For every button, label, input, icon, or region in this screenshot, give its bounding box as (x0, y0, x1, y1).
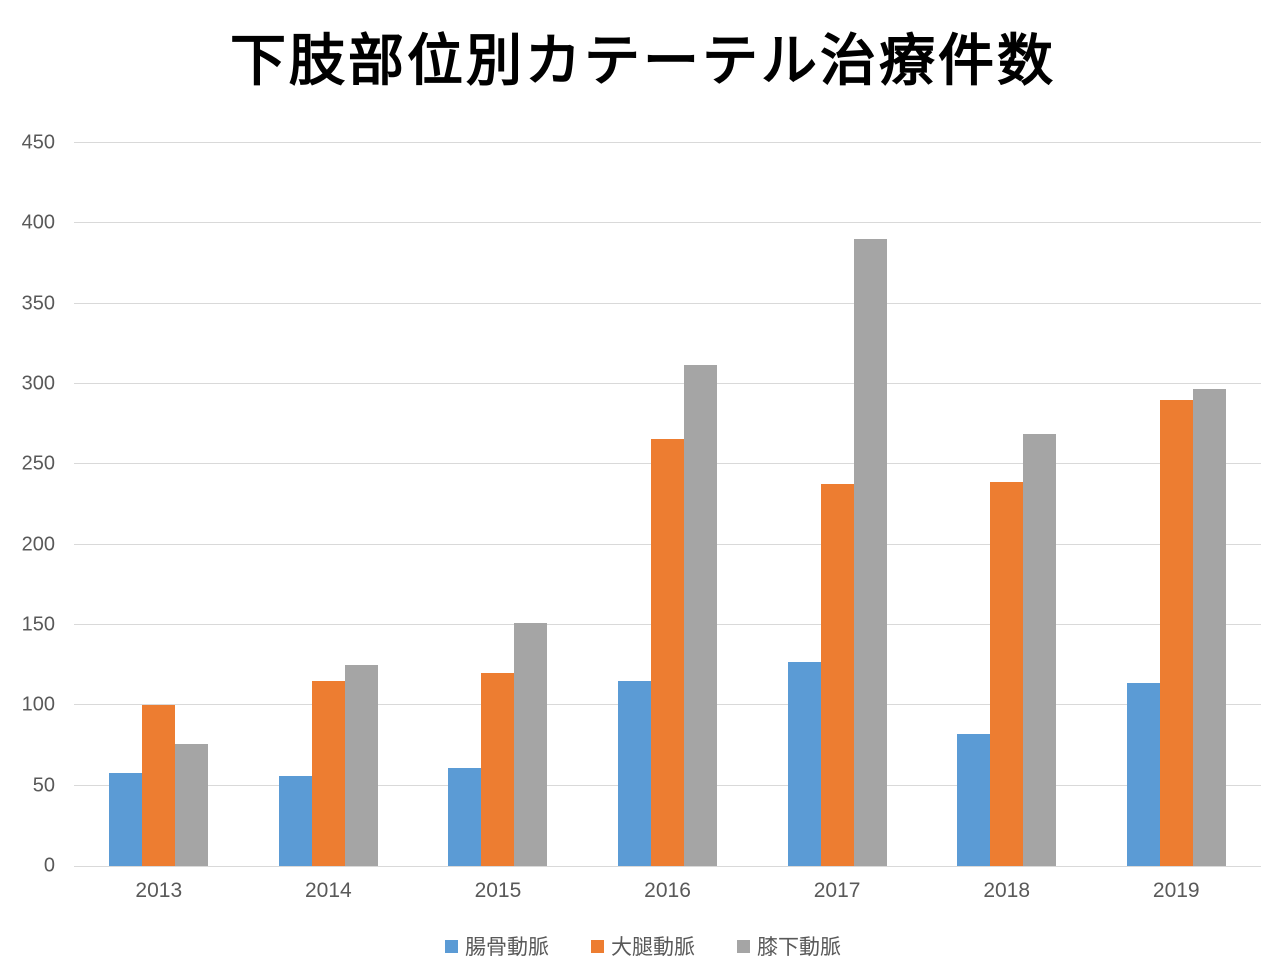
bar-below-knee-artery-2013 (175, 743, 209, 866)
bar-femoral-artery-2014 (311, 681, 345, 866)
bar-group-2018 (922, 143, 1092, 866)
legend-swatch-icon-femoral-artery (591, 939, 604, 953)
bar-iliac-artery-2019 (1126, 682, 1160, 866)
bar-group-2016 (583, 143, 753, 866)
bar-group-2015 (413, 143, 583, 866)
bar-iliac-artery-2014 (278, 776, 312, 866)
bar-femoral-artery-2013 (142, 705, 176, 866)
plot-area (74, 142, 1261, 867)
legend-label-iliac-artery: 腸骨動脈 (465, 936, 549, 959)
x-tick-label-2014: 2014 (305, 879, 352, 902)
legend-swatch-icon-iliac-artery (445, 939, 458, 953)
bar-group-2013 (74, 143, 244, 866)
gridline-450 (74, 142, 1261, 143)
bar-below-knee-artery-2016 (684, 364, 718, 866)
bar-iliac-artery-2015 (448, 768, 482, 866)
bar-below-knee-artery-2014 (344, 665, 378, 866)
bar-iliac-artery-2013 (109, 772, 143, 866)
x-axis-labels: 2013 2014 2015 2016 2017 2018 2019 (74, 879, 1261, 903)
gridline-350 (74, 302, 1261, 304)
bar-iliac-artery-2016 (618, 681, 652, 866)
bar-femoral-artery-2015 (481, 673, 515, 866)
bar-iliac-artery-2017 (787, 662, 821, 866)
x-tick-label-2018: 2018 (983, 879, 1031, 902)
bar-below-knee-artery-2019 (1192, 388, 1226, 866)
y-tick-label-300: 300 (21, 372, 55, 395)
y-tick-label-50: 50 (32, 774, 55, 797)
legend-item-iliac-artery: 腸骨動脈 (445, 931, 549, 961)
bar-femoral-artery-2016 (651, 438, 685, 866)
legend: 腸骨動脈 大腿動脈 膝下動脈 (0, 931, 1286, 961)
y-tick-label-100: 100 (21, 693, 55, 716)
x-tick-label-2017: 2017 (813, 879, 861, 902)
y-tick-label-0: 0 (43, 854, 55, 877)
bar-group-2019 (1091, 143, 1261, 866)
legend-label-below-knee-artery: 膝下動脈 (757, 936, 841, 959)
x-tick-label-2016: 2016 (644, 879, 691, 902)
y-tick-label-250: 250 (21, 452, 55, 475)
gridline-300 (74, 383, 1261, 384)
y-tick-label-350: 350 (21, 292, 55, 315)
bar-below-knee-artery-2017 (853, 239, 887, 866)
legend-item-below-knee-artery: 膝下動脈 (737, 931, 841, 961)
y-tick-label-400: 400 (21, 211, 55, 234)
bar-groups (74, 143, 1261, 866)
legend-swatch-icon-below-knee-artery (737, 939, 750, 953)
bar-below-knee-artery-2018 (1023, 433, 1057, 866)
chart-title: 下肢部位別カテーテル治療件数 (230, 29, 1056, 92)
bar-femoral-artery-2018 (990, 482, 1024, 866)
bar-group-2014 (244, 143, 414, 866)
x-tick-label-2015: 2015 (474, 879, 522, 902)
bar-femoral-artery-2017 (820, 483, 854, 866)
y-tick-label-450: 450 (21, 131, 55, 154)
gridline-400 (74, 222, 1261, 224)
x-tick-label-2013: 2013 (135, 879, 183, 902)
legend-item-femoral-artery: 大腿動脈 (591, 931, 695, 961)
bar-below-knee-artery-2015 (514, 623, 548, 866)
y-tick-label-200: 200 (21, 533, 55, 556)
x-tick-label-2019: 2019 (1152, 879, 1200, 902)
y-tick-label-150: 150 (21, 613, 55, 636)
y-axis-labels: 0 50 100 150 200 250 300 350 400 450 (0, 132, 55, 877)
bar-femoral-artery-2019 (1159, 400, 1193, 866)
legend-label-femoral-artery: 大腿動脈 (611, 936, 695, 959)
bar-group-2017 (752, 143, 922, 866)
bar-iliac-artery-2018 (957, 734, 991, 866)
